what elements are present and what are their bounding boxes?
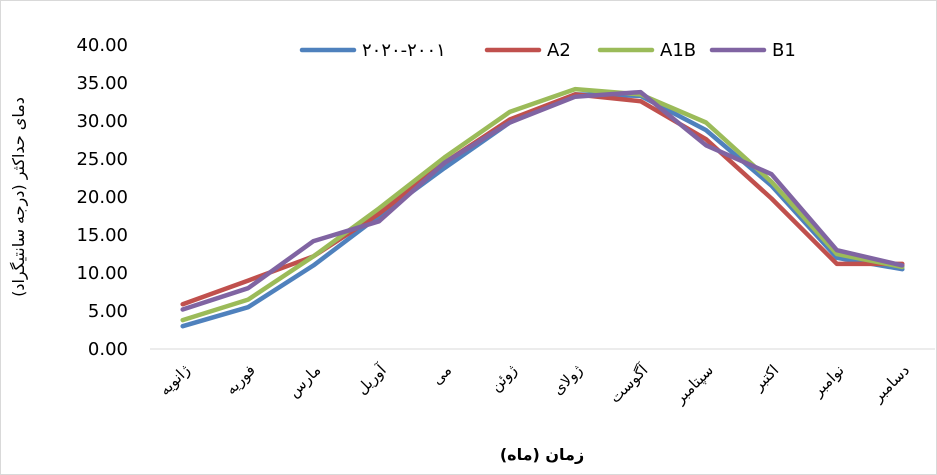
- y-tick-label: 10.00: [76, 263, 128, 284]
- y-tick-label: 15.00: [76, 225, 128, 246]
- y-tick-label: 40.00: [76, 35, 128, 56]
- y-tick-label: 5.00: [88, 301, 128, 322]
- legend-label-1: A2: [547, 40, 571, 61]
- y-tick-label: 20.00: [76, 187, 128, 208]
- legend-label-0: ۲۰۲۰-۲۰۰۱: [362, 40, 446, 61]
- series-line-2: [180, 86, 905, 323]
- legend-label-3: B1: [772, 40, 796, 61]
- y-axis-title: دمای حداکثر (درجه سانتیگراد): [9, 97, 29, 297]
- x-axis-title: زمان (ماه): [500, 445, 584, 464]
- legend: ۲۰۲۰-۲۰۰۱ A2 A1B B1: [299, 40, 796, 61]
- series-line-1: [180, 92, 905, 307]
- y-tick-label: 35.00: [76, 73, 128, 94]
- y-axis-ticks: 0.00 5.00 10.00 15.00 20.00 25.00 30.00 35.00 40…: [76, 35, 128, 360]
- y-tick-label: 30.00: [76, 111, 128, 132]
- y-tick-label: 0.00: [88, 339, 128, 360]
- y-tick-label: 25.00: [76, 149, 128, 170]
- series-layer: [180, 86, 905, 329]
- series-line-3: [180, 89, 905, 312]
- legend-label-2: A1B: [660, 40, 696, 61]
